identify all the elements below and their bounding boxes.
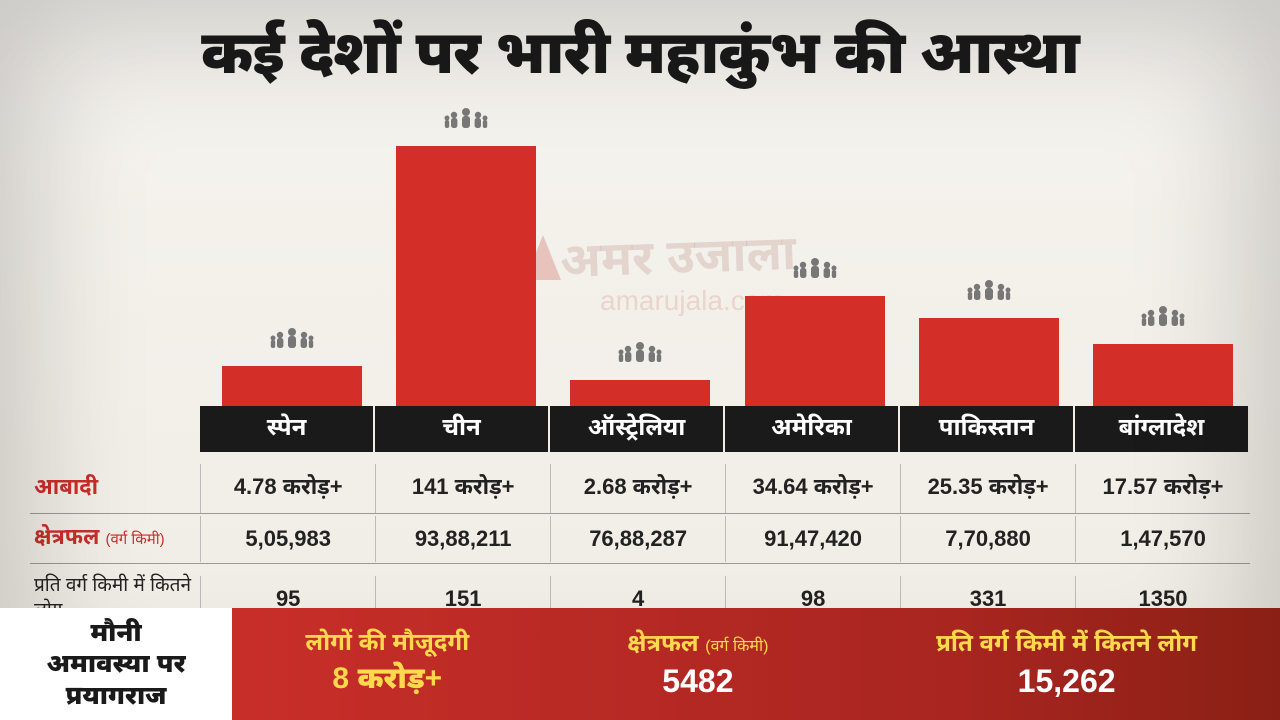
cell-population: 2.68 करोड़+ [550,464,725,513]
bar [745,296,885,406]
bar-cell-2 [553,106,727,406]
row-population: आबादी 4.78 करोड़+141 करोड़+2.68 करोड़+34… [30,452,1250,514]
bar-cell-5 [1076,106,1250,406]
country-label: पाकिस्तान [900,406,1075,452]
box2-value: 5482 [553,663,844,700]
people-icon [618,340,662,376]
area-label: क्षेत्रफल [34,524,99,549]
country-label: चीन [375,406,550,452]
bottom-left-line3: प्रयागराज [66,680,167,711]
country-label: स्पेन [200,406,375,452]
cell-population: 141 करोड़+ [375,464,550,513]
cell-area: 76,88,287 [550,516,725,562]
cell-area: 7,70,880 [900,516,1075,562]
bar [570,380,710,406]
bottom-strip: मौनी अमावस्या पर प्रयागराज लोगों की मौजू… [0,608,1280,720]
cell-area: 91,47,420 [725,516,900,562]
people-icon [967,278,1011,314]
bar-cell-3 [728,106,902,406]
main-title: कई देशों पर भारी महाकुंभ की आस्था [0,0,1280,106]
area-sub: (वर्ग किमी) [105,531,164,548]
bottom-left-label: मौनी अमावस्या पर प्रयागराज [0,608,232,720]
bottom-box-density: प्रति वर्ग किमी में कितने लोग 15,262 [853,629,1280,700]
people-icon [1141,304,1185,340]
cell-population: 17.57 करोड़+ [1075,464,1250,513]
country-label: बांग्लादेश [1075,406,1250,452]
cell-population: 25.35 करोड़+ [900,464,1075,513]
box3-value: 15,262 [863,663,1270,700]
bottom-left-line1: मौनी [90,617,141,648]
box1-title: लोगों की मौजूदगी [242,628,533,660]
bottom-left-line2: अमावस्या पर [46,648,185,679]
bar [396,146,536,406]
row-area: क्षेत्रफल (वर्ग किमी) 5,05,98393,88,2117… [30,514,1250,564]
box2-title-main: क्षेत्रफल [627,630,698,657]
bar [1093,344,1233,406]
country-label: ऑस्ट्रेलिया [550,406,725,452]
cell-area: 1,47,570 [1075,516,1250,562]
bottom-box-attendance: लोगों की मौजूदगी 8 करोड़+ [232,628,543,701]
cell-population: 4.78 करोड़+ [200,464,375,513]
row-header-population: आबादी [30,464,200,513]
box3-title: प्रति वर्ग किमी में कितने लोग [863,629,1270,661]
box2-title: क्षेत्रफल (वर्ग किमी) [553,629,844,661]
cell-area: 5,05,983 [200,516,375,562]
people-icon [270,326,314,362]
cell-population: 34.64 करोड़+ [725,464,900,513]
bottom-box-area: क्षेत्रफल (वर्ग किमी) 5482 [543,629,854,700]
bar [222,366,362,406]
people-icon [444,106,488,142]
box2-title-sub: (वर्ग किमी) [705,638,768,655]
country-labels-strip: स्पेनचीनऑस्ट्रेलियाअमेरिकापाकिस्तानबांग्… [30,406,1250,452]
cell-area: 93,88,211 [375,516,550,562]
country-label: अमेरिका [725,406,900,452]
box1-value: 8 करोड़+ [242,662,533,701]
row-header-area: क्षेत्रफल (वर्ग किमी) [30,514,200,563]
bar-cell-4 [902,106,1076,406]
bar-chart [30,106,1250,406]
bar [919,318,1059,406]
bar-cell-0 [205,106,379,406]
bar-cell-1 [379,106,553,406]
people-icon [793,256,837,292]
bottom-right-panel: लोगों की मौजूदगी 8 करोड़+ क्षेत्रफल (वर्… [232,608,1280,720]
